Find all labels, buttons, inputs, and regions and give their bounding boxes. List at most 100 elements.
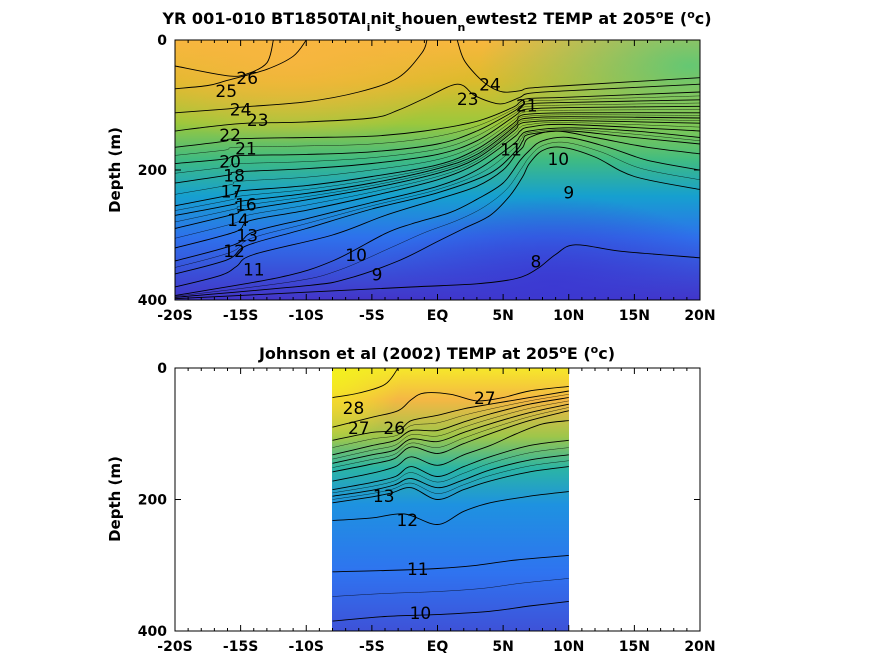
y-tick-label: 0	[157, 33, 167, 49]
y-tick-label: 400	[138, 293, 167, 309]
contour-line-minor	[175, 129, 700, 268]
x-tick-label: 15N	[619, 308, 650, 324]
contour-label: 27	[348, 419, 370, 439]
x-tick-label: -20S	[157, 639, 192, 655]
contour-line-14	[175, 123, 700, 249]
contour-line-9	[175, 146, 700, 298]
contour-line-24	[332, 397, 569, 456]
contour-line-minor	[175, 118, 700, 223]
contour-line-13	[175, 127, 700, 262]
contour-label: 11	[407, 560, 429, 580]
contour-label: 24	[230, 100, 252, 120]
x-tick-label: 5N	[492, 308, 513, 324]
contour-label: 18	[223, 167, 245, 187]
x-tick-label: -15S	[223, 308, 258, 324]
contour-line-26	[175, 40, 274, 77]
contour-line-23	[175, 83, 700, 132]
contour-label: 25	[215, 82, 237, 102]
contour-line-12	[175, 130, 700, 275]
contour-label: 21	[516, 97, 538, 117]
contour-label: 10	[410, 604, 432, 624]
x-tick-label: -15S	[223, 639, 258, 655]
contour-line-minor	[175, 109, 700, 195]
contour-labels-top: 2625242322212018171614131211109891023242…	[215, 69, 574, 285]
contour-label: 26	[383, 419, 405, 439]
contour-label: 14	[227, 211, 249, 231]
contour-line-minor	[332, 400, 569, 460]
contour-line-16	[175, 120, 700, 229]
contour-label: 26	[236, 69, 258, 89]
contour-line-24b	[456, 40, 700, 93]
contour-line-minor	[332, 447, 569, 494]
contour-line-8	[175, 244, 700, 300]
contour-line-11	[332, 554, 569, 573]
contour-line-22	[175, 91, 700, 148]
x-tick-label: -10S	[289, 308, 324, 324]
x-tick-label: EQ	[427, 639, 449, 655]
x-tick-label: 10N	[553, 308, 584, 324]
contour-label: 21	[235, 139, 257, 159]
x-tick-label: 10N	[553, 639, 584, 655]
contour-line-20	[175, 105, 700, 184]
x-tick-label: -5S	[359, 639, 385, 655]
contour-label: 28	[343, 399, 365, 419]
contour-line-minor	[175, 122, 700, 239]
contour-label: 12	[223, 242, 245, 262]
contour-line-10	[175, 136, 700, 296]
contour-line-11	[175, 130, 700, 288]
contour-lines-top	[175, 40, 700, 300]
y-tick-label: 200	[138, 163, 167, 179]
y-tick-label: 0	[157, 361, 167, 377]
contour-line-10	[332, 600, 569, 622]
contour-line-27	[332, 385, 569, 428]
y-axis-label-top: Depth (m)	[106, 127, 124, 213]
chart-title-bottom: Johnson et al (2002) TEMP at 205oE (oc)	[258, 343, 615, 364]
contour-label: 17	[221, 182, 243, 202]
contour-label: 22	[219, 126, 241, 146]
contour-line-22	[332, 403, 569, 464]
x-tick-label: -20S	[157, 308, 192, 324]
contour-label: 12	[396, 511, 418, 531]
contour-line-26	[332, 390, 569, 441]
x-tick-label: 20N	[684, 639, 715, 655]
x-tick-label: 15N	[619, 639, 650, 655]
y-axis-label-bottom: Depth (m)	[106, 456, 124, 542]
contour-label: 10	[547, 150, 569, 170]
contour-label: 10	[345, 246, 367, 266]
x-tick-label: 5N	[492, 639, 513, 655]
contour-label: 11	[500, 141, 522, 161]
contour-line-minor	[332, 407, 569, 468]
panel-top: 2625242322212018171614131211109891023242…	[106, 8, 716, 325]
contour-line-18	[175, 112, 700, 207]
contour-line-28	[332, 368, 399, 399]
axis-ticks-bottom: -20S -15S -10S -5S EQ 5N 10N 15N 20N 0 200 400	[138, 361, 716, 655]
contour-line-minor	[175, 102, 700, 174]
contour-lines-bottom	[332, 368, 569, 622]
contour-line-16	[332, 439, 569, 491]
contour-line-24	[175, 40, 428, 114]
contour-line-14	[332, 454, 569, 497]
y-tick-label: 200	[138, 493, 167, 509]
contour-line-20	[332, 410, 569, 473]
contour-label: 23	[457, 90, 479, 110]
contour-line-12	[332, 491, 569, 525]
contour-line-minor	[332, 394, 569, 448]
x-tick-label: 20N	[684, 308, 715, 324]
contour-label: 9	[372, 266, 383, 286]
contour-label: 24	[479, 76, 501, 96]
x-tick-label: -10S	[289, 639, 324, 655]
contour-line-minor	[332, 460, 569, 500]
contour-label: 13	[236, 227, 258, 247]
contour-line-minor	[175, 141, 700, 297]
contour-line-18	[332, 420, 569, 482]
contour-label: 16	[235, 195, 257, 215]
y-tick-label: 400	[138, 624, 167, 640]
contour-line-minor	[175, 95, 700, 156]
contour-line-21	[175, 99, 700, 164]
contour-line-minor	[332, 578, 569, 597]
contour-label: 20	[219, 152, 241, 172]
contour-label: 11	[243, 260, 265, 280]
contour-label: 13	[373, 487, 395, 507]
